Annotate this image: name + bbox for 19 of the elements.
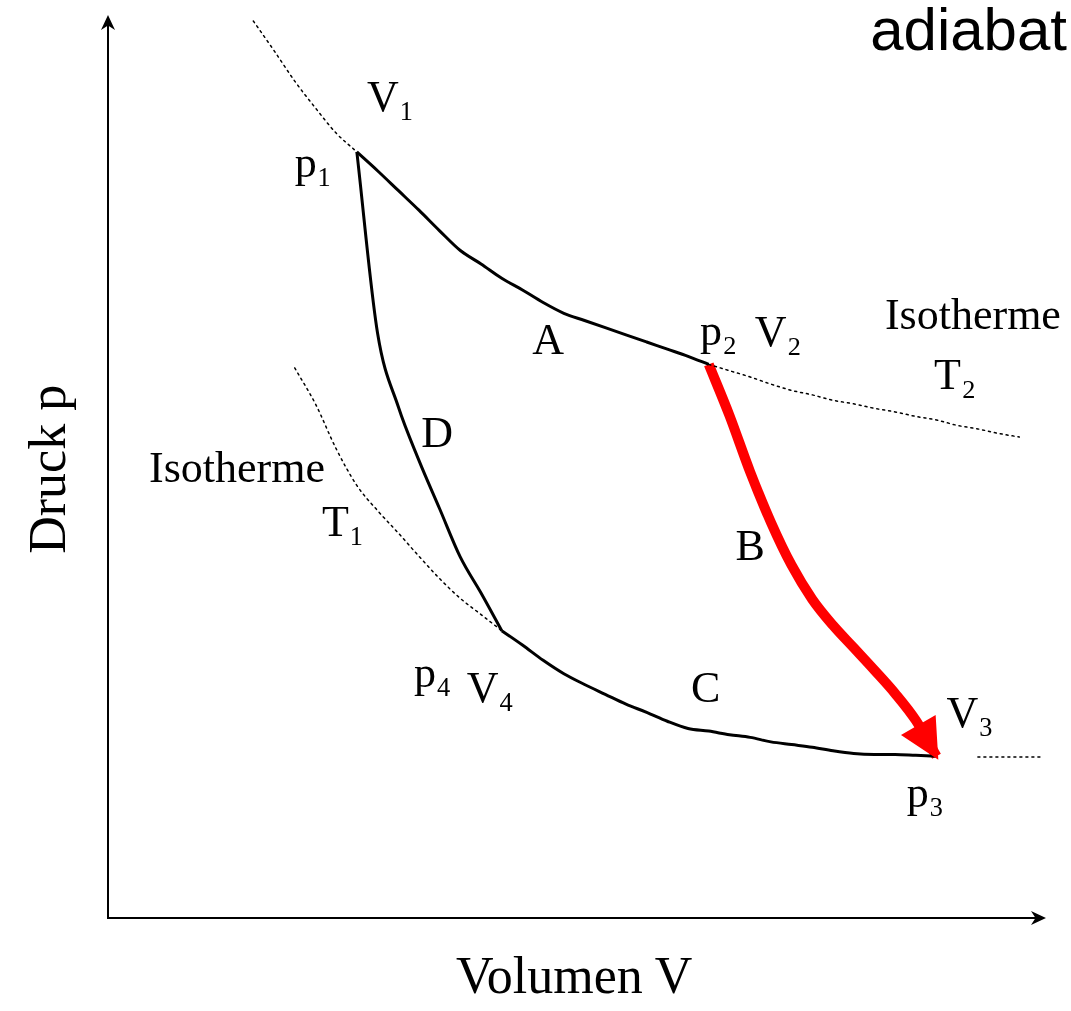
chart-title: adiabat [870, 0, 1067, 64]
annotation: T₁ [322, 497, 365, 547]
annotation: D [421, 407, 454, 457]
annotation: V₂ [754, 307, 802, 357]
annotation: T₂ [934, 350, 977, 400]
annotation: p₄ [413, 648, 452, 698]
annotation: Isotherme [884, 290, 1061, 340]
annotation: V₄ [466, 663, 514, 713]
annotation: p₁ [294, 137, 333, 187]
y-axis-title: Druck p [18, 384, 76, 554]
annotation: C [690, 663, 721, 713]
x-axis-title: Volumen V [455, 947, 693, 1005]
annotation: A [532, 315, 565, 365]
annotation: Isotherme [148, 442, 325, 492]
annotation: V₁ [367, 72, 415, 122]
annotation: V₃ [946, 687, 994, 737]
annotation: B [735, 520, 765, 570]
annotation: p₃ [906, 768, 945, 818]
annotation: p₂ [699, 305, 738, 355]
